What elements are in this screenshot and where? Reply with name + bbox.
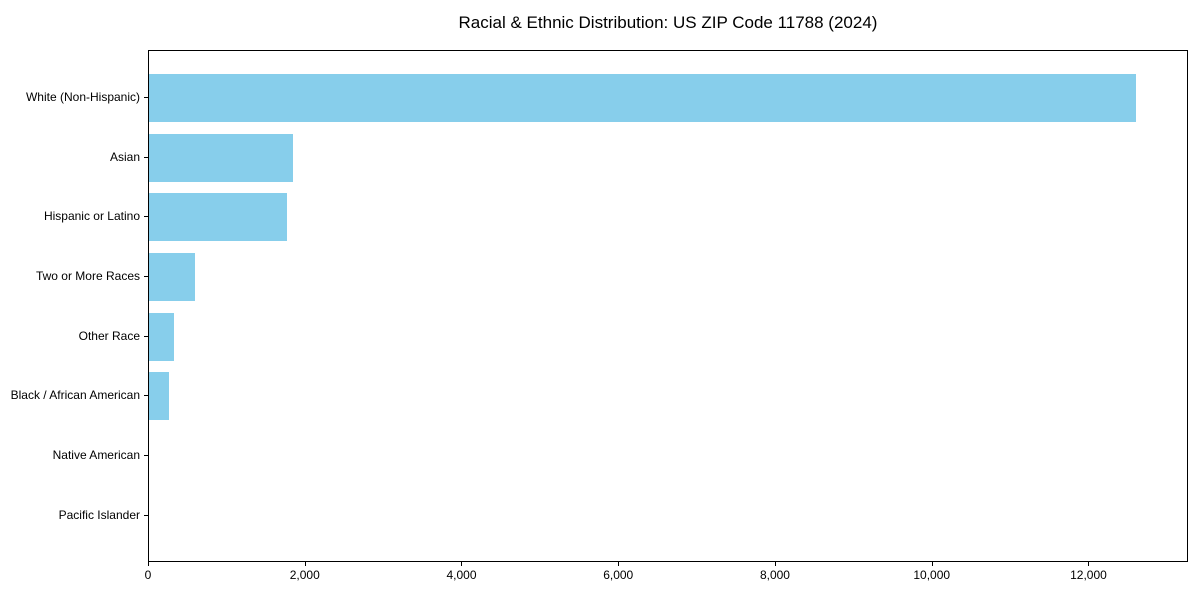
x-axis-tick-label-6000: 6,000 <box>603 568 634 582</box>
x-tick <box>304 562 306 566</box>
y-tick <box>144 156 148 158</box>
bar-two-or-more-races <box>149 253 195 301</box>
y-axis-label-pacific-islander: Pacific Islander <box>58 507 140 522</box>
y-axis-label-hispanic-or-latino: Hispanic or Latino <box>43 209 140 224</box>
x-tick <box>618 562 620 566</box>
x-axis-tick-label-10000: 10,000 <box>913 568 951 582</box>
y-tick <box>144 455 148 457</box>
x-tick <box>148 562 149 566</box>
y-axis-label-two-or-more-races: Two or More Races <box>35 269 140 283</box>
plot-area <box>148 50 1188 562</box>
y-tick <box>144 514 148 516</box>
x-axis-tick-label-4000: 4,000 <box>446 568 477 582</box>
y-tick <box>144 216 148 218</box>
x-axis-tick-label-8000: 8,000 <box>759 568 790 582</box>
y-axis-label-other-race: Other Race <box>78 328 140 343</box>
y-axis-label-white-non-hispanic: White (Non-Hispanic) <box>25 90 140 104</box>
x-axis-tick-label-2000: 2,000 <box>289 568 320 582</box>
bar-other-race <box>149 312 174 361</box>
y-axis-label-black-african-american: Black / African American <box>10 388 140 403</box>
chart-title: Racial & Ethnic Distribution: US ZIP Cod… <box>458 13 878 32</box>
x-tick <box>931 562 933 566</box>
x-axis-tick-label-0: 0 <box>144 568 152 582</box>
y-tick <box>144 395 148 397</box>
y-tick <box>144 276 148 277</box>
bar-asian <box>149 133 294 182</box>
y-tick <box>144 335 148 337</box>
bar-hispanic-or-latino <box>149 193 288 242</box>
x-axis-tick-label-12000: 12,000 <box>1070 568 1107 582</box>
y-axis-label-asian: Asian <box>109 149 140 164</box>
bar-black-african-american <box>149 372 169 421</box>
x-tick <box>774 562 776 566</box>
x-tick <box>461 562 463 566</box>
bar-white-non-hispanic <box>149 74 1137 122</box>
y-axis-label-native-american: Native American <box>52 448 140 463</box>
x-tick <box>1088 562 1090 566</box>
y-tick <box>144 97 148 98</box>
